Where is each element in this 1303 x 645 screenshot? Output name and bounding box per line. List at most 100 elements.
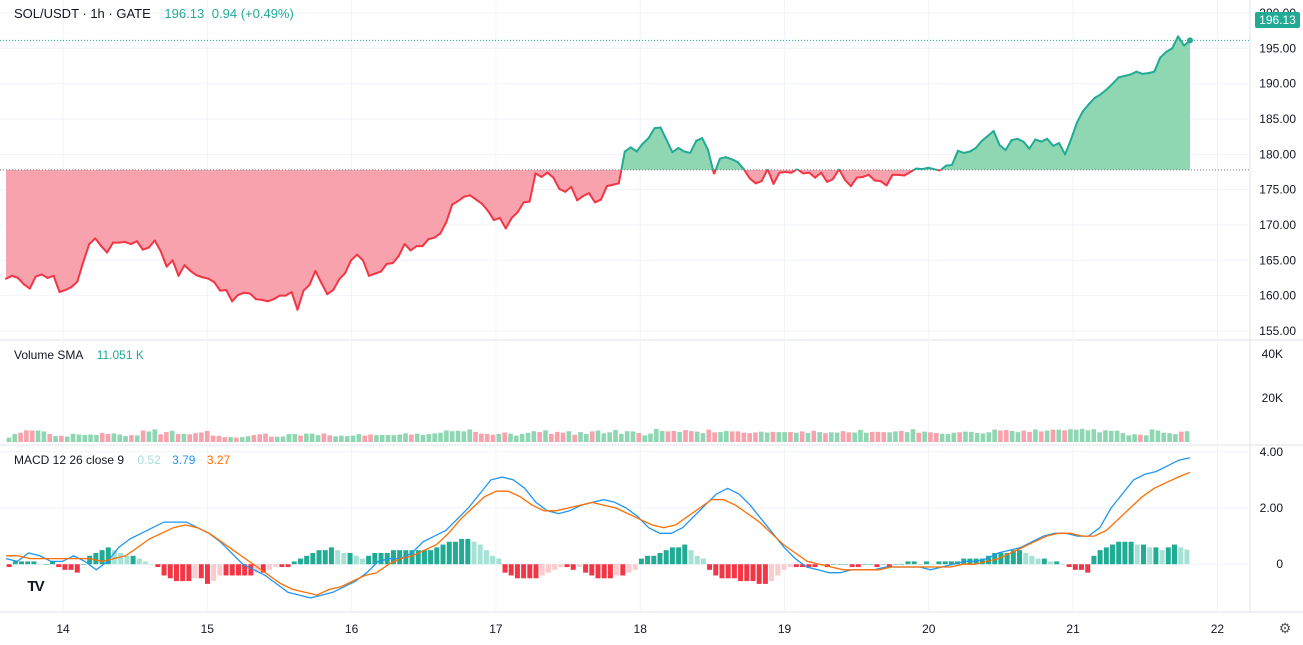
macd-tick-label: 4.00 — [1260, 445, 1284, 459]
volume-bar — [339, 436, 344, 442]
volume-bar — [841, 431, 846, 442]
macd-histogram-bar — [750, 564, 755, 581]
volume-bar — [730, 431, 735, 442]
volume-bar — [117, 435, 122, 442]
last-price-badge: 196.13 — [1255, 12, 1300, 28]
macd-histogram-bar — [664, 550, 669, 564]
volume-bar — [986, 432, 991, 442]
macd-histogram-bar — [25, 561, 30, 564]
macd-histogram-bar — [1147, 547, 1152, 564]
volume-bar — [304, 434, 309, 442]
volume-bar — [1103, 430, 1108, 442]
volume-bar — [1016, 432, 1021, 442]
volume-bar — [432, 433, 437, 442]
macd-histogram-bar — [1048, 561, 1053, 564]
volume-bar — [322, 433, 327, 442]
macd-histogram-bar — [193, 564, 198, 578]
macd-histogram-bar — [744, 564, 749, 581]
macd-histogram-bar — [428, 550, 433, 564]
time-tick-label: 14 — [56, 622, 70, 636]
volume-bar — [1045, 431, 1050, 442]
volume-bar — [467, 429, 472, 442]
volume-bar — [298, 436, 303, 442]
macd-tick-label: 0 — [1276, 557, 1283, 571]
volume-bar — [893, 431, 898, 442]
volume-bar — [817, 432, 822, 442]
volume-bar — [1062, 430, 1067, 442]
volume-bar — [473, 432, 478, 442]
macd-histogram-bar — [69, 564, 74, 570]
volume-bar — [1086, 430, 1091, 442]
macd-histogram-bar — [1122, 542, 1127, 564]
volume-bar — [881, 432, 886, 442]
macd-histogram-bar — [162, 564, 167, 575]
macd-histogram-bar — [459, 539, 464, 564]
tradingview-logo-icon[interactable]: TV — [20, 573, 50, 599]
macd-histogram-bar — [1141, 545, 1146, 565]
volume-bar — [71, 434, 76, 442]
macd-histogram-bar — [515, 564, 520, 578]
macd-histogram-bar — [7, 564, 12, 567]
volume-bar — [1021, 431, 1026, 442]
macd-histogram-bar — [862, 564, 867, 565]
macd-histogram-bar — [1166, 547, 1171, 564]
volume-bar — [876, 432, 881, 442]
macd-histogram-bar — [279, 564, 284, 567]
macd-histogram-bar — [546, 564, 551, 572]
macd-legend[interactable]: MACD 12 26 close 9 0.52 3.79 3.27 — [14, 453, 234, 467]
volume-bar — [625, 431, 630, 442]
volume-bar — [94, 435, 99, 442]
macd-histogram-bar — [490, 556, 495, 564]
volume-bar — [607, 432, 612, 442]
volume-bar — [1056, 430, 1061, 442]
volume-bar — [712, 432, 717, 442]
volume-bar — [567, 431, 572, 442]
symbol-title[interactable]: SOL/USDT · 1h · GATE — [14, 6, 151, 21]
volume-bar — [497, 434, 502, 442]
volume-bar — [852, 433, 857, 442]
price-area-down — [839, 170, 914, 186]
volume-bar — [53, 436, 58, 442]
gear-icon[interactable]: ⚙ — [1276, 619, 1294, 637]
symbol-legend[interactable]: SOL/USDT · 1h · GATE 196.13 0.94 (+0.49%… — [14, 6, 298, 21]
volume-bar — [701, 433, 706, 442]
volume-bar — [794, 433, 799, 442]
macd-histogram-bar — [651, 556, 656, 564]
volume-bar — [129, 435, 134, 442]
volume-bar — [846, 432, 851, 442]
volume-bar — [141, 431, 146, 442]
macd-histogram-bar — [682, 545, 687, 565]
volume-bar — [1068, 429, 1073, 442]
volume-bar — [147, 431, 152, 442]
last-price: 196.13 — [164, 6, 204, 21]
time-tick-label: 20 — [922, 622, 936, 636]
macd-histogram-bar — [31, 561, 36, 564]
macd-histogram-bar — [248, 564, 253, 575]
macd-histogram-bar — [484, 550, 489, 564]
volume-legend-value: 11.051 K — [97, 348, 144, 362]
volume-bar — [392, 435, 397, 442]
volume-bar — [82, 435, 87, 442]
volume-bar — [788, 432, 793, 442]
macd-histogram-bar — [360, 559, 365, 565]
macd-histogram-bar — [205, 564, 210, 584]
volume-bar — [182, 434, 187, 442]
macd-histogram-bar — [837, 564, 842, 565]
volume-bar — [537, 432, 542, 442]
volume-bar — [158, 434, 163, 442]
volume-bar — [217, 436, 222, 442]
price-area-down — [6, 170, 621, 310]
macd-histogram-bar — [540, 564, 545, 575]
volume-pane — [7, 429, 1190, 442]
volume-bar — [957, 432, 962, 442]
volume-bar — [1115, 431, 1120, 442]
volume-bar — [234, 438, 239, 442]
volume-bar — [380, 435, 385, 442]
volume-bar — [911, 429, 916, 442]
volume-bar — [969, 432, 974, 442]
volume-legend[interactable]: Volume SMA 11.051 K — [14, 348, 148, 362]
volume-bar — [415, 434, 420, 442]
macd-histogram-bar — [763, 564, 768, 584]
macd-histogram-bar — [676, 547, 681, 564]
